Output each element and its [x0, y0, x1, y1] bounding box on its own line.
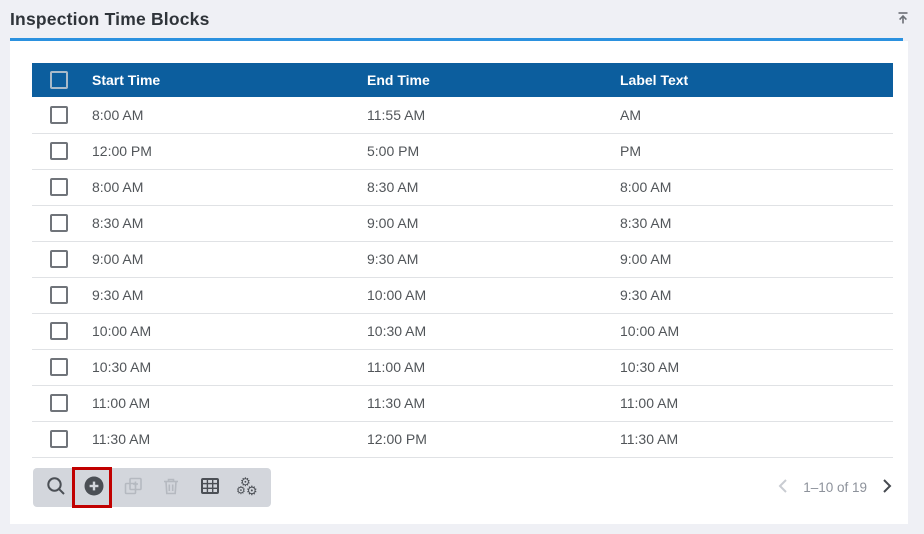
table-row[interactable]: 10:00 AM 10:30 AM 10:00 AM: [32, 313, 893, 350]
cell-end-time: 9:00 AM: [367, 205, 620, 242]
previous-page-button[interactable]: [778, 478, 788, 497]
cell-start-time: 9:30 AM: [92, 277, 367, 314]
title-accent-divider: [10, 38, 903, 41]
column-header-start-time[interactable]: Start Time: [92, 63, 367, 97]
row-checkbox[interactable]: [50, 178, 68, 197]
cell-label-text: 9:30 AM: [620, 277, 893, 314]
cell-end-time: 8:30 AM: [367, 169, 620, 206]
page-header: Inspection Time Blocks: [0, 0, 924, 38]
cell-start-time: 8:00 AM: [92, 97, 367, 134]
table-row[interactable]: 8:30 AM 9:00 AM 8:30 AM: [32, 205, 893, 242]
table-row[interactable]: 8:00 AM 8:30 AM 8:00 AM: [32, 169, 893, 206]
cell-label-text: 11:00 AM: [620, 385, 893, 422]
collapse-to-top-icon: [895, 10, 911, 29]
cell-label-text: 8:30 AM: [620, 205, 893, 242]
row-checkbox[interactable]: [50, 322, 68, 341]
search-button[interactable]: [43, 475, 69, 501]
table-row[interactable]: 12:00 PM 5:00 PM PM: [32, 133, 893, 170]
duplicate-icon: [122, 475, 144, 500]
column-header-label-text[interactable]: Label Text: [620, 63, 893, 97]
cell-start-time: 9:00 AM: [92, 241, 367, 278]
settings-gears-icon: ⚙ ⚙ ⚙: [235, 474, 258, 498]
cell-end-time: 12:00 PM: [367, 421, 620, 458]
row-checkbox[interactable]: [50, 394, 68, 413]
table-body: 8:00 AM 11:55 AM AM 12:00 PM 5:00 PM PM …: [32, 97, 893, 458]
cell-end-time: 11:00 AM: [367, 349, 620, 386]
pagination: 1–10 of 19: [778, 468, 892, 507]
row-checkbox[interactable]: [50, 358, 68, 377]
table-row[interactable]: 8:00 AM 11:55 AM AM: [32, 97, 893, 134]
cell-end-time: 11:30 AM: [367, 385, 620, 422]
cell-end-time: 9:30 AM: [367, 241, 620, 278]
chevron-right-icon: [882, 478, 892, 497]
cell-start-time: 8:30 AM: [92, 205, 367, 242]
cell-end-time: 10:30 AM: [367, 313, 620, 350]
search-icon: [45, 475, 67, 500]
table-toolbar: ⚙ ⚙ ⚙: [33, 467, 271, 508]
next-page-button[interactable]: [882, 478, 892, 497]
cell-start-time: 10:00 AM: [92, 313, 367, 350]
cell-start-time: 10:30 AM: [92, 349, 367, 386]
cell-label-text: AM: [620, 97, 893, 134]
cell-label-text: PM: [620, 133, 893, 170]
add-row-button[interactable]: [81, 475, 107, 501]
column-header-end-time[interactable]: End Time: [367, 63, 620, 97]
column-chooser-button[interactable]: [197, 475, 223, 501]
table-row[interactable]: 11:30 AM 12:00 PM 11:30 AM: [32, 421, 893, 458]
time-blocks-table: Start Time End Time Label Text 8:00 AM 1…: [32, 63, 893, 458]
chevron-left-icon: [778, 478, 788, 497]
trash-icon: [160, 475, 182, 500]
page-title: Inspection Time Blocks: [10, 8, 210, 29]
table-row[interactable]: 10:30 AM 11:00 AM 10:30 AM: [32, 349, 893, 386]
inspection-time-blocks-panel: Start Time End Time Label Text 8:00 AM 1…: [10, 41, 908, 524]
table-row[interactable]: 9:00 AM 9:30 AM 9:00 AM: [32, 241, 893, 278]
add-plus-circle-icon: [83, 475, 105, 500]
settings-button[interactable]: ⚙ ⚙ ⚙: [235, 475, 261, 501]
delete-row-button[interactable]: [158, 475, 184, 501]
cell-label-text: 11:30 AM: [620, 421, 893, 458]
row-checkbox[interactable]: [50, 214, 68, 233]
cell-label-text: 10:30 AM: [620, 349, 893, 386]
column-grid-icon: [199, 475, 221, 500]
cell-start-time: 8:00 AM: [92, 169, 367, 206]
cell-end-time: 5:00 PM: [367, 133, 620, 170]
row-checkbox[interactable]: [50, 142, 68, 161]
select-all-checkbox[interactable]: [50, 71, 68, 90]
row-checkbox[interactable]: [50, 430, 68, 449]
cell-label-text: 9:00 AM: [620, 241, 893, 278]
collapse-panel-button[interactable]: [894, 10, 912, 28]
table-header-row: Start Time End Time Label Text: [32, 63, 893, 97]
row-checkbox[interactable]: [50, 105, 68, 124]
cell-end-time: 11:55 AM: [367, 97, 620, 134]
duplicate-row-button[interactable]: [120, 475, 146, 501]
page-range-label: 1–10 of 19: [803, 480, 867, 495]
cell-label-text: 8:00 AM: [620, 169, 893, 206]
cell-start-time: 11:00 AM: [92, 385, 367, 422]
row-checkbox[interactable]: [50, 286, 68, 305]
table-row[interactable]: 9:30 AM 10:00 AM 9:30 AM: [32, 277, 893, 314]
cell-end-time: 10:00 AM: [367, 277, 620, 314]
row-checkbox[interactable]: [50, 250, 68, 269]
cell-label-text: 10:00 AM: [620, 313, 893, 350]
cell-start-time: 12:00 PM: [92, 133, 367, 170]
cell-start-time: 11:30 AM: [92, 421, 367, 458]
table-row[interactable]: 11:00 AM 11:30 AM 11:00 AM: [32, 385, 893, 422]
